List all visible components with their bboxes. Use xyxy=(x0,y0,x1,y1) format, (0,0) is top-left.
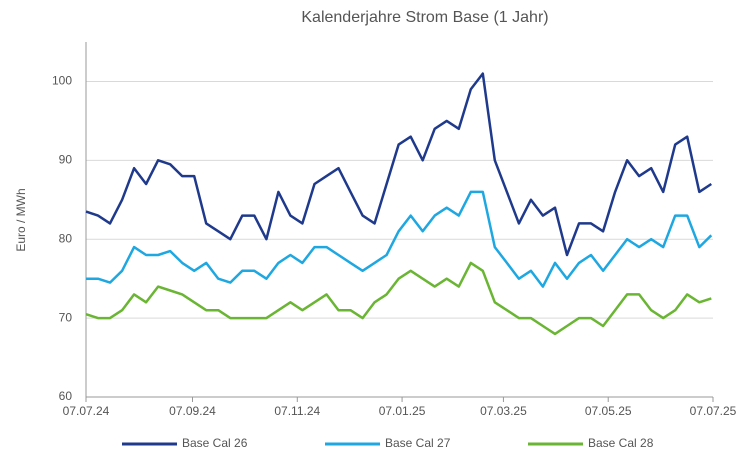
legend-label: Base Cal 28 xyxy=(588,436,654,450)
x-tick-label: 07.11.24 xyxy=(274,404,320,418)
y-axis-label: Euro / MWh xyxy=(14,188,28,251)
series-line xyxy=(86,190,713,288)
y-tick-label: 60 xyxy=(59,389,73,403)
series-line xyxy=(85,72,712,257)
x-tick-label: 07.05.25 xyxy=(585,404,632,418)
y-tick-label: 80 xyxy=(59,231,73,245)
chart-title: Kalenderjahre Strom Base (1 Jahr) xyxy=(301,9,548,26)
legend-label: Base Cal 27 xyxy=(385,436,451,450)
y-tick-label: 90 xyxy=(59,153,73,167)
y-tick-label: 70 xyxy=(59,310,73,324)
x-tick-label: 07.03.25 xyxy=(480,404,527,418)
series-line xyxy=(85,261,712,336)
y-tick-label: 100 xyxy=(52,74,72,88)
x-tick-label: 07.07.24 xyxy=(63,404,110,418)
x-tick-label: 07.09.24 xyxy=(169,404,216,418)
x-tick-label: 07.01.25 xyxy=(379,404,426,418)
legend-label: Base Cal 26 xyxy=(182,436,248,450)
x-tick-label: 07.07.25 xyxy=(690,404,737,418)
